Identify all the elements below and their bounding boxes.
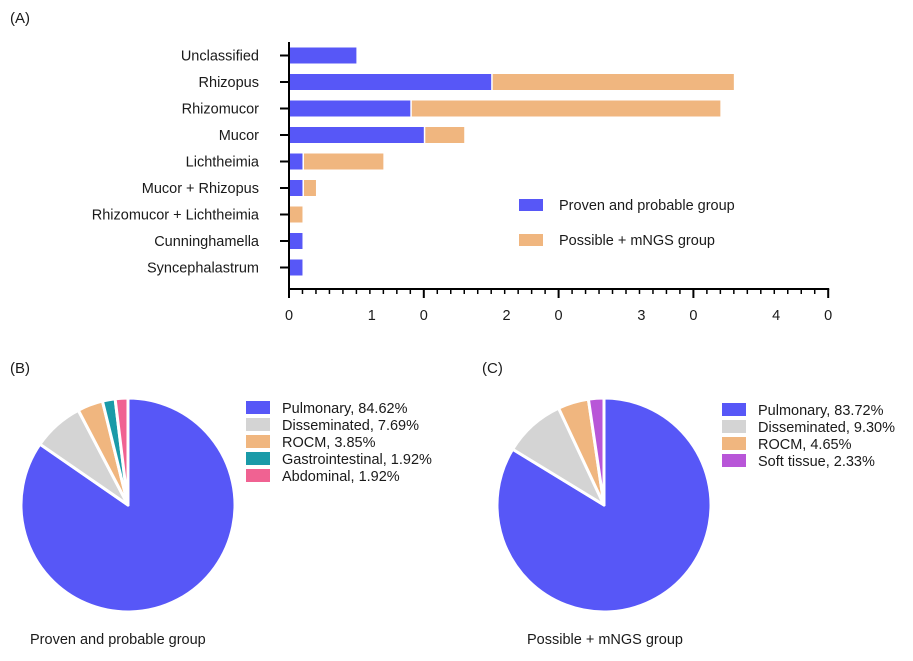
bar-proven-probable <box>290 100 411 117</box>
y-category-label: Cunninghamella <box>154 234 260 250</box>
legend-swatch <box>519 199 543 211</box>
legend-label: Possible + mNGS group <box>559 233 715 249</box>
legend-label: Proven and probable group <box>559 198 735 214</box>
bar-legend: Proven and probable group Possible + mNGS… <box>519 198 735 249</box>
y-category-label: Rhizopus <box>199 75 259 91</box>
pie-legend-label: Disseminated, 7.69% <box>282 418 419 434</box>
y-category-label: Lichtheimia <box>186 155 260 171</box>
panel-label-b: (B) <box>10 360 30 377</box>
pie-legend-swatch <box>722 454 746 467</box>
y-category-label: Unclassified <box>181 49 259 65</box>
pie-slice-abdominal <box>113 396 130 507</box>
pie-legend-label: ROCM, 4.65% <box>758 437 852 453</box>
bar-proven-probable <box>290 153 303 170</box>
bar-proven-probable <box>290 74 492 90</box>
bar-possible-mngs <box>303 153 384 170</box>
pie-legend-swatch <box>246 469 270 482</box>
pie-legend-label: Pulmonary, 83.72% <box>758 403 884 419</box>
panel-label-c: (C) <box>482 360 503 377</box>
bar-possible-mngs <box>303 180 316 196</box>
pie-chart-b: Pulmonary, 84.62%Disseminated, 7.69%ROCM… <box>19 396 432 648</box>
bar-possible-mngs <box>411 100 721 117</box>
pie-legend-swatch <box>246 452 270 465</box>
x-tick-label: 3 <box>637 308 645 324</box>
bar-proven-probable <box>290 180 303 196</box>
pie-caption: Proven and probable group <box>30 632 206 648</box>
y-category-label: Mucor + Rhizopus <box>142 181 259 197</box>
y-category-label: Mucor <box>219 128 259 144</box>
pie-legend-label: ROCM, 3.85% <box>282 435 376 451</box>
x-tick-label: 0 <box>285 308 293 324</box>
x-tick-label: 0 <box>824 308 832 324</box>
y-category-label: Rhizomucor <box>182 102 260 118</box>
pie-chart-c: Pulmonary, 83.72%Disseminated, 9.30%ROCM… <box>495 396 895 648</box>
x-tick-label: 0 <box>420 308 428 324</box>
pie-legend-label: Gastrointestinal, 1.92% <box>282 452 432 468</box>
pie-slice-pulmonary <box>495 396 713 614</box>
x-tick-label: 0 <box>555 308 563 324</box>
pie-legend-swatch <box>722 403 746 416</box>
bar-possible-mngs <box>425 127 465 143</box>
pie-caption: Possible + mNGS group <box>527 632 683 648</box>
x-tick-label: 4 <box>772 308 780 324</box>
pie-legend-swatch <box>246 435 270 448</box>
bar-proven-probable <box>290 233 303 249</box>
x-tick-label: 2 <box>503 308 511 324</box>
pie-legend-swatch <box>722 437 746 450</box>
bar-proven-probable <box>290 259 303 276</box>
bar-proven-probable <box>290 47 357 64</box>
x-tick-label: 1 <box>368 308 376 324</box>
bar-possible-mngs <box>492 74 734 90</box>
bar-chart-a: 0 1 0 2 0 3 0 4 0 Unclassified Rhizopus Rhizomucor M… <box>92 42 832 324</box>
pie-legend-swatch <box>722 420 746 433</box>
legend-swatch <box>519 234 543 246</box>
pie-slice-soft-tissue <box>586 396 606 507</box>
pie-legend-label: Soft tissue, 2.33% <box>758 454 875 470</box>
y-category-label: Rhizomucor + Lichtheimia <box>92 208 260 224</box>
pie-legend-swatch <box>246 418 270 431</box>
panel-label-a: (A) <box>10 10 30 27</box>
bar-proven-probable <box>290 127 424 143</box>
y-category-label: Syncephalastrum <box>147 261 259 277</box>
x-tick-label: 0 <box>689 308 697 324</box>
pie-legend-label: Abdominal, 1.92% <box>282 469 400 485</box>
pie-legend-swatch <box>246 401 270 414</box>
pie-legend-label: Pulmonary, 84.62% <box>282 401 408 417</box>
bar-possible-mngs <box>290 206 303 223</box>
pie-legend-label: Disseminated, 9.30% <box>758 420 895 436</box>
